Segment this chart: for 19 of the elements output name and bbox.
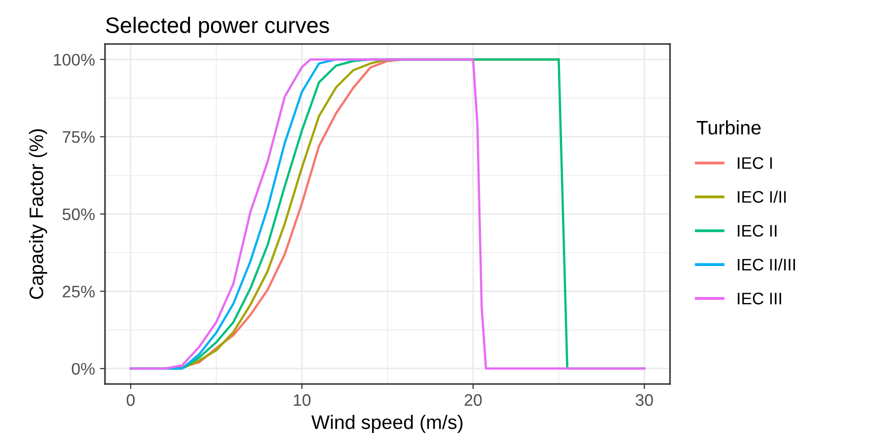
y-axis-title: Capacity Factor (%) xyxy=(28,129,48,299)
chart-title: Selected power curves xyxy=(106,16,330,38)
y-tick-label: 50% xyxy=(62,208,95,220)
x-tick-label: 0 xyxy=(126,394,135,406)
y-tick-label: 75% xyxy=(62,131,95,143)
line-series xyxy=(130,58,646,370)
y-tick-label: 25% xyxy=(62,286,95,298)
y-tick-label: 0% xyxy=(72,362,95,375)
x-tick-label: 10 xyxy=(294,394,311,406)
legend-label: IEC III xyxy=(738,292,782,304)
legend-label: IEC I/II xyxy=(738,190,786,203)
x-tick-label: 20 xyxy=(464,394,482,406)
legend-label: IEC II/III xyxy=(738,258,795,271)
y-tick-label: 100% xyxy=(54,54,95,66)
legend-label: IEC I xyxy=(738,157,772,169)
x-tick-label: 30 xyxy=(636,394,653,406)
x-axis-title: Wind speed (m/s) xyxy=(311,414,462,433)
legend-title: Turbine xyxy=(696,120,761,135)
legend-label: IEC II xyxy=(738,224,776,237)
